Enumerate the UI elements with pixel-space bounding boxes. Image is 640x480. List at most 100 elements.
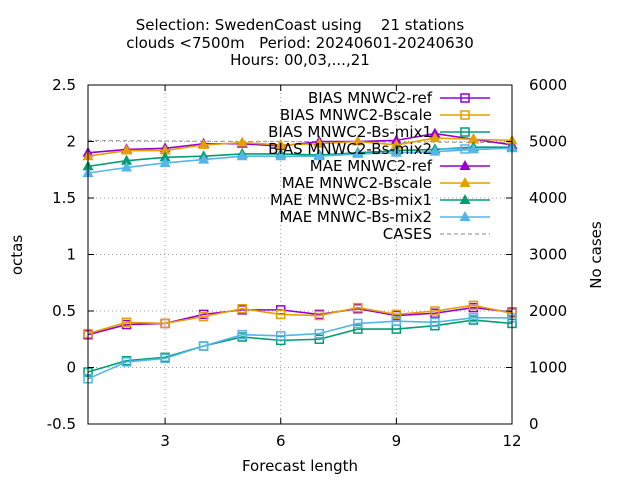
legend-item: MAE MNWC2-Bscale bbox=[282, 174, 490, 192]
data-point bbox=[275, 309, 286, 320]
legend-item: MAE MNWC2-ref bbox=[310, 157, 490, 175]
legend-item: MAE MNWC2-Bs-mix1 bbox=[270, 191, 490, 209]
data-point bbox=[391, 316, 402, 326]
x-tick-label: 12 bbox=[502, 432, 521, 450]
title-line-2: clouds <7500m Period: 20240601-20240630 bbox=[126, 34, 474, 52]
y2-tick-label: 4000 bbox=[529, 189, 567, 207]
series-1 bbox=[83, 300, 517, 339]
legend-item: BIAS MNWC2-Bscale bbox=[280, 106, 490, 124]
legend-marker bbox=[459, 194, 471, 204]
data-point bbox=[313, 150, 325, 161]
data-point bbox=[121, 154, 133, 165]
series-line bbox=[87, 147, 513, 174]
legend-item: BIAS MNWC2-Bs-mix1 bbox=[268, 123, 490, 141]
data-point bbox=[275, 150, 287, 161]
data-point bbox=[390, 146, 402, 157]
series-3 bbox=[83, 313, 517, 384]
legend-label: MAE MNWC2-Bscale bbox=[282, 174, 432, 192]
data-point bbox=[468, 300, 479, 311]
legend-label: MAE MNWC2-Bs-mix1 bbox=[270, 191, 432, 209]
data-point bbox=[198, 311, 209, 322]
title-line-3: Hours: 00,03,...,21 bbox=[230, 51, 370, 69]
data-point bbox=[352, 135, 364, 146]
data-point bbox=[237, 303, 247, 314]
y-tick-label: 1.5 bbox=[52, 189, 76, 207]
title-line-1: Selection: SwedenCoast using 21 stations bbox=[136, 16, 465, 34]
series-8 bbox=[87, 139, 513, 144]
data-point bbox=[429, 132, 441, 143]
legend-marker bbox=[460, 93, 470, 103]
data-point bbox=[236, 136, 248, 147]
data-point bbox=[429, 145, 441, 156]
data-point bbox=[275, 331, 286, 341]
data-point bbox=[353, 302, 363, 313]
legend-label: BIAS MNWC2-ref bbox=[308, 89, 433, 107]
legend-marker bbox=[460, 144, 470, 154]
chart-title: Selection: SwedenCoast using 21 stations… bbox=[126, 16, 474, 69]
legend-item: BIAS MNWC2-ref bbox=[308, 89, 490, 107]
data-point bbox=[313, 137, 325, 148]
data-point bbox=[121, 317, 132, 328]
legend-item: BIAS MNWC2-Bs-mix2 bbox=[268, 140, 490, 158]
series-line bbox=[87, 316, 512, 380]
data-point bbox=[314, 334, 325, 344]
data-point bbox=[391, 309, 402, 320]
y-axis-label: octas bbox=[8, 235, 26, 275]
y-tick-label: -0.5 bbox=[47, 415, 76, 433]
data-point bbox=[198, 138, 210, 149]
data-point bbox=[160, 318, 170, 329]
series-line bbox=[87, 319, 513, 373]
x-tick-label: 3 bbox=[160, 432, 170, 450]
x-tick-label: 9 bbox=[392, 432, 402, 450]
series-line bbox=[87, 137, 513, 157]
y2-tick-label: 3000 bbox=[529, 246, 567, 264]
data-point bbox=[430, 306, 440, 316]
data-point bbox=[121, 161, 133, 172]
y-tick-label: 2 bbox=[66, 133, 76, 151]
data-point bbox=[430, 317, 440, 328]
data-point bbox=[237, 329, 247, 340]
data-point bbox=[159, 156, 171, 167]
legend-label: BIAS MNWC2-Bs-mix1 bbox=[268, 123, 432, 141]
data-point bbox=[467, 133, 479, 144]
data-point bbox=[390, 138, 402, 149]
y2-tick-label: 5000 bbox=[529, 133, 567, 151]
data-point bbox=[353, 324, 363, 334]
y2-tick-label: 0 bbox=[529, 415, 539, 433]
data-point bbox=[159, 151, 171, 162]
data-point bbox=[198, 341, 209, 351]
legend-label: BIAS MNWC2-Bs-mix2 bbox=[268, 140, 432, 158]
legend-label: BIAS MNWC2-Bscale bbox=[280, 106, 432, 124]
data-point bbox=[352, 147, 364, 158]
x-axis-label: Forecast length bbox=[242, 457, 358, 475]
legend-label: MAE MNWC2-ref bbox=[310, 157, 433, 175]
y-tick-label: 0 bbox=[66, 359, 76, 377]
legend-label: MAE MNWC-Bs-mix2 bbox=[279, 208, 432, 226]
data-point bbox=[236, 150, 248, 161]
data-point bbox=[160, 353, 170, 364]
y2-tick-label: 1000 bbox=[529, 359, 567, 377]
series-2 bbox=[83, 315, 517, 377]
legend-marker bbox=[459, 211, 471, 221]
series-5 bbox=[82, 132, 518, 161]
data-point bbox=[121, 357, 132, 367]
data-point bbox=[314, 310, 325, 321]
legend-item: MAE MNWC-Bs-mix2 bbox=[279, 208, 490, 226]
data-point bbox=[198, 153, 210, 164]
legend-item: CASES bbox=[383, 225, 490, 243]
y2-tick-label: 6000 bbox=[529, 76, 567, 94]
legend-label: CASES bbox=[383, 225, 432, 243]
y2-axis-label: No cases bbox=[587, 221, 605, 289]
legend-marker bbox=[459, 177, 471, 187]
axis-ticks: -0.5 0 0.5 1 1.5 2 2.5 0 1000 2000 3000 4000 5000 600… bbox=[47, 76, 567, 450]
y2-tick-label: 2000 bbox=[529, 302, 567, 320]
series-line bbox=[87, 139, 513, 144]
y-tick-label: 0.5 bbox=[52, 302, 76, 320]
y-tick-label: 1 bbox=[66, 246, 76, 264]
data-point bbox=[468, 313, 479, 323]
data-point bbox=[275, 138, 287, 149]
cases-series bbox=[87, 139, 513, 144]
